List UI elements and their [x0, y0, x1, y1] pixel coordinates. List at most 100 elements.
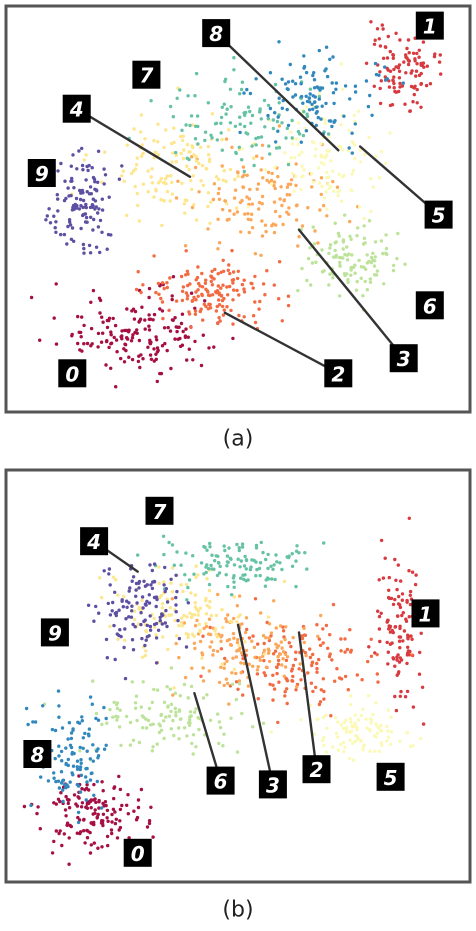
- scatter-point-digit-2: [157, 292, 161, 296]
- scatter-point-digit-1: [406, 38, 411, 42]
- scatter-point-digit-3: [321, 203, 326, 208]
- scatter-point-digit-3: [230, 145, 234, 149]
- scatter-point-digit-8: [76, 810, 81, 815]
- scatter-point-digit-1: [424, 83, 429, 88]
- scatter-point-digit-6: [205, 693, 209, 697]
- digit-badge-label: 7: [153, 500, 167, 524]
- scatter-point-digit-4: [184, 632, 189, 636]
- scatter-point-digit-3: [223, 199, 227, 203]
- scatter-point-digit-3: [272, 200, 277, 204]
- scatter-point-digit-6: [171, 718, 175, 723]
- scatter-point-digit-2: [285, 679, 290, 683]
- scatter-point-digit-1: [377, 37, 381, 41]
- scatter-point-digit-9: [84, 215, 89, 220]
- scatter-point-digit-4: [235, 620, 239, 624]
- scatter-point-digit-9: [137, 586, 141, 590]
- scatter-point-digit-2: [410, 653, 414, 657]
- scatter-point-digit-8: [293, 93, 298, 97]
- scatter-point-digit-2: [303, 633, 308, 637]
- scatter-point-digit-2: [205, 289, 210, 293]
- scatter-point-digit-3: [210, 640, 214, 644]
- scatter-point-digit-0: [115, 836, 120, 840]
- scatter-point-digit-6: [119, 743, 123, 748]
- scatter-point-digit-1: [380, 23, 384, 27]
- scatter-point-digit-9: [162, 583, 166, 587]
- scatter-point-digit-3: [217, 197, 222, 201]
- scatter-point-digit-2: [201, 634, 205, 638]
- scatter-point-digit-5: [385, 724, 389, 729]
- scatter-point-digit-7: [229, 557, 233, 561]
- scatter-point-digit-5: [379, 723, 383, 728]
- scatter-point-digit-6: [391, 268, 396, 273]
- scatter-point-digit-1: [386, 68, 390, 72]
- scatter-point-digit-4: [144, 630, 149, 634]
- scatter-point-digit-5: [321, 715, 326, 720]
- scatter-point-digit-1: [392, 67, 396, 72]
- scatter-point-digit-4: [200, 163, 205, 168]
- scatter-point-digit-0: [181, 329, 185, 334]
- scatter-point-digit-9: [143, 643, 147, 648]
- scatter-point-digit-9: [96, 211, 100, 215]
- scatter-point-digit-3: [242, 173, 246, 177]
- scatter-point-digit-5: [377, 176, 382, 180]
- scatter-point-digit-2: [315, 670, 319, 674]
- scatter-point-digit-7: [275, 560, 279, 564]
- scatter-point-digit-2: [156, 281, 161, 286]
- scatter-point-digit-7: [233, 124, 238, 128]
- scatter-point-digit-8: [59, 770, 64, 774]
- scatter-point-digit-5: [339, 62, 344, 66]
- scatter-point-digit-4: [220, 608, 224, 612]
- scatter-point-digit-5: [348, 694, 353, 698]
- scatter-point-digit-3: [259, 253, 263, 257]
- scatter-point-digit-2: [154, 290, 158, 295]
- scatter-point-digit-9: [109, 233, 113, 237]
- scatter-point-digit-7: [237, 548, 241, 553]
- scatter-point-digit-4: [136, 203, 140, 208]
- scatter-point-digit-4: [149, 175, 153, 179]
- scatter-point-digit-6: [365, 261, 370, 265]
- scatter-point-digit-9: [165, 600, 170, 604]
- scatter-point-digit-1: [397, 594, 401, 599]
- scatter-point-digit-8: [104, 743, 108, 747]
- scatter-point-digit-1: [420, 63, 424, 68]
- scatter-point-digit-1: [438, 53, 442, 57]
- scatter-point-digit-0: [154, 357, 158, 361]
- scatter-point-digit-8: [319, 117, 323, 121]
- scatter-point-digit-3: [319, 176, 324, 180]
- scatter-point-digit-1: [400, 613, 404, 618]
- scatter-point-digit-2: [335, 667, 339, 671]
- scatter-point-digit-2: [299, 678, 303, 682]
- scatter-point-digit-7: [271, 126, 276, 131]
- scatter-point-digit-9: [87, 243, 92, 248]
- scatter-point-digit-9: [74, 196, 79, 201]
- scatter-point-digit-3: [316, 241, 320, 245]
- scatter-point-digit-6: [368, 277, 372, 281]
- digit-badge-background: [23, 740, 52, 768]
- scatter-point-digit-9: [145, 623, 149, 628]
- scatter-point-digit-3: [250, 639, 254, 643]
- scatter-point-digit-8: [334, 81, 339, 85]
- scatter-point-digit-9: [84, 178, 88, 182]
- scatter-point-digit-8: [304, 94, 308, 99]
- digit-badge-2: 2: [324, 359, 353, 388]
- scatter-point-digit-9: [154, 595, 159, 599]
- scatter-point-digit-3: [267, 649, 271, 653]
- scatter-point-digit-4: [165, 174, 170, 178]
- scatter-point-digit-3: [295, 685, 299, 689]
- scatter-point-digit-8: [94, 716, 98, 721]
- scatter-point-digit-4: [201, 183, 205, 187]
- scatter-point-digit-1: [395, 655, 399, 659]
- scatter-point-digit-8: [46, 779, 51, 783]
- scatter-point-digit-4: [220, 662, 224, 666]
- scatter-point-digit-1: [394, 708, 399, 713]
- scatter-point-digit-6: [372, 273, 377, 277]
- scatter-point-digit-0: [119, 335, 123, 339]
- scatter-point-digit-9: [93, 199, 98, 203]
- scatter-point-digit-4: [191, 174, 195, 178]
- scatter-point-digit-3: [211, 653, 215, 657]
- scatter-point-digit-2: [348, 628, 352, 632]
- scatter-point-digit-4: [140, 598, 144, 603]
- scatter-point-digit-1: [407, 615, 411, 619]
- scatter-point-digit-8: [71, 764, 76, 768]
- scatter-point-digit-0: [114, 338, 119, 342]
